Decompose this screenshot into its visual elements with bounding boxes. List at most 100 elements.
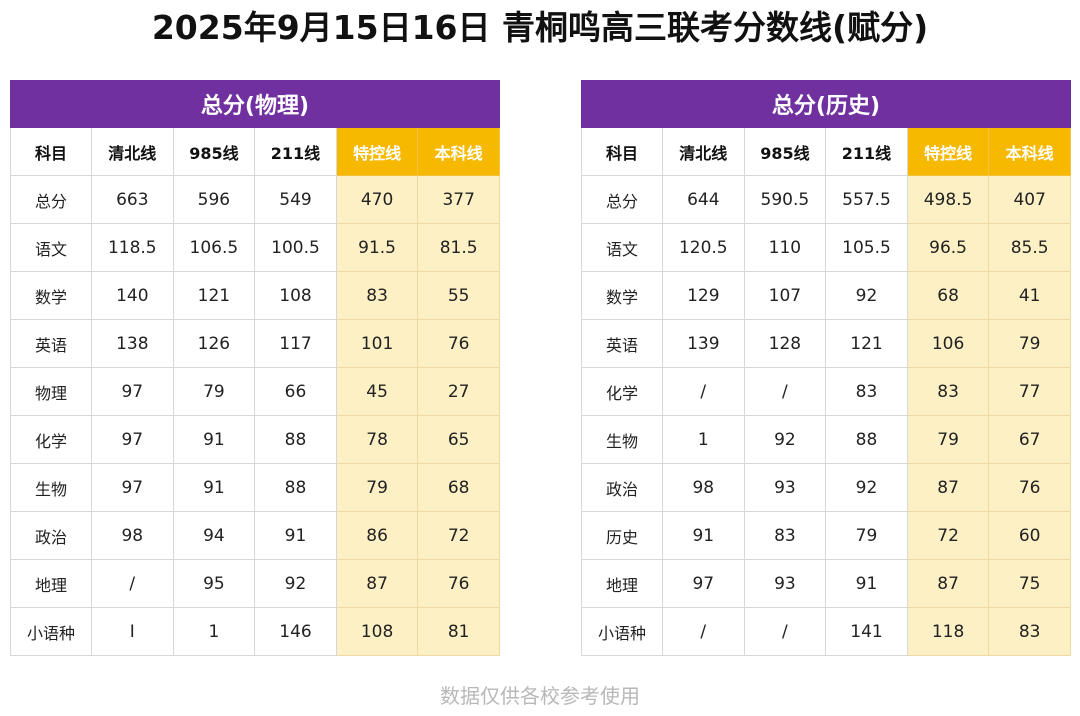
score-cell: 45 [335, 367, 419, 416]
physics-table-body: 科目 清北线 985线 211线 特控线 本科线 总分 663 596 549 470 377 语文 11… [10, 127, 500, 656]
score-cell: 110 [743, 223, 827, 272]
score-cell: 76 [417, 319, 500, 368]
score-cell: / [91, 559, 174, 608]
score-cell: 72 [417, 511, 500, 560]
column-header: 科目 [581, 127, 663, 176]
score-cell: 93 [743, 559, 827, 608]
score-cell: 97 [91, 463, 174, 512]
score-cell: 121 [172, 271, 256, 320]
column-header: 清北线 [91, 127, 174, 176]
score-cell: 644 [662, 175, 745, 224]
score-cell: 141 [825, 607, 908, 656]
score-cell: 88 [254, 415, 337, 464]
table-row: 语文 120.5 110 105.5 96.5 85.5 [581, 223, 1071, 272]
score-cell: 498.5 [906, 175, 990, 224]
subject-cell: 化学 [10, 415, 92, 464]
score-cell: 470 [335, 175, 419, 224]
score-cell: 118 [906, 607, 990, 656]
score-cell: 106.5 [172, 223, 256, 272]
table-row: 政治 98 94 91 86 72 [10, 511, 500, 560]
history-score-panel: 总分(历史) 科目 清北线 985线 211线 特控线 本科线 总分 644 590.5 557.… [581, 80, 1071, 656]
score-cell: / [743, 367, 827, 416]
subject-cell: 政治 [581, 463, 663, 512]
score-cell: 139 [662, 319, 745, 368]
table-row: 化学 //83 83 77 [581, 367, 1071, 416]
physics-header-row: 科目 清北线 985线 211线 特控线 本科线 [10, 127, 500, 176]
score-cell: 120.5 [662, 223, 745, 272]
score-cell: 596 [172, 175, 256, 224]
score-cell: 27 [417, 367, 500, 416]
score-cell: 663 [91, 175, 174, 224]
score-cell: 83 [825, 367, 908, 416]
column-header: 科目 [10, 127, 92, 176]
score-cell: 65 [417, 415, 500, 464]
score-cell: 97 [91, 367, 174, 416]
subject-cell: 政治 [10, 511, 92, 560]
subject-cell: 英语 [10, 319, 92, 368]
subject-cell: 历史 [581, 511, 663, 560]
score-cell: 60 [988, 511, 1071, 560]
score-cell: 128 [743, 319, 827, 368]
score-cell: 41 [988, 271, 1071, 320]
score-cell: 98 [91, 511, 174, 560]
table-row: 地理 97 93 91 87 75 [581, 559, 1071, 608]
score-cell: 121 [825, 319, 908, 368]
physics-table-title: 总分(物理) [10, 80, 500, 128]
subject-cell: 总分 [581, 175, 663, 224]
history-table-body: 科目 清北线 985线 211线 特控线 本科线 总分 644 590.5 557.5 498.5 4… [581, 127, 1071, 656]
subject-cell: 数学 [10, 271, 92, 320]
score-cell: 108 [335, 607, 419, 656]
column-header: 特控线 [335, 127, 419, 176]
score-cell: 93 [743, 463, 827, 512]
score-cell: 92 [743, 415, 827, 464]
subject-cell: 生物 [10, 463, 92, 512]
score-cell: 76 [988, 463, 1071, 512]
score-cell: / [662, 607, 745, 656]
subject-cell: 化学 [581, 367, 663, 416]
table-row: 英语 139 128 121 106 79 [581, 319, 1071, 368]
score-cell: 86 [335, 511, 419, 560]
subject-cell: 地理 [581, 559, 663, 608]
subject-cell: 生物 [581, 415, 663, 464]
table-row: 数学 129 107 92 68 41 [581, 271, 1071, 320]
score-cell: 590.5 [743, 175, 827, 224]
score-cell: 91 [172, 415, 256, 464]
subject-cell: 物理 [10, 367, 92, 416]
table-row: 政治 98 93 92 87 76 [581, 463, 1071, 512]
score-cell: 79 [335, 463, 419, 512]
score-cell: I [91, 607, 174, 656]
score-cell: 92 [825, 463, 908, 512]
score-cell: 55 [417, 271, 500, 320]
history-table-title: 总分(历史) [581, 80, 1071, 128]
table-row: 地理/95 92 87 76 [10, 559, 500, 608]
score-cell: 106 [906, 319, 990, 368]
score-cell: 79 [172, 367, 256, 416]
table-row: 小语种 //141 118 83 [581, 607, 1071, 656]
column-header: 211线 [825, 127, 908, 176]
table-row: 数学 140 121 108 83 55 [10, 271, 500, 320]
score-cell: 83 [335, 271, 419, 320]
score-cell: 557.5 [825, 175, 908, 224]
column-header: 211线 [254, 127, 337, 176]
score-cell: 68 [417, 463, 500, 512]
score-cell: 91 [172, 463, 256, 512]
score-cell: 83 [988, 607, 1071, 656]
score-cell: 87 [335, 559, 419, 608]
score-cell: 87 [906, 559, 990, 608]
score-cell: 78 [335, 415, 419, 464]
score-cell: 79 [825, 511, 908, 560]
score-cell: 72 [906, 511, 990, 560]
page-title: 2025年9月15日16日 青桐鸣高三联考分数线(赋分) [151, 8, 929, 47]
table-row: 语文 118.5 106.5 100.5 91.5 81.5 [10, 223, 500, 272]
physics-score-table: 总分(物理) 科目 清北线 985线 211线 特控线 本科线 总分 663 596 549 470… [10, 80, 500, 656]
score-cell: 95 [172, 559, 256, 608]
subject-cell: 总分 [10, 175, 92, 224]
subject-cell: 语文 [10, 223, 92, 272]
column-header: 985线 [743, 127, 827, 176]
table-row: 小语种 I 1 146 108 81 [10, 607, 500, 656]
score-cell: 81 [417, 607, 500, 656]
score-cell: 1 [172, 607, 256, 656]
score-cell: 118.5 [91, 223, 174, 272]
score-cell: 105.5 [825, 223, 908, 272]
score-cell: 108 [254, 271, 337, 320]
